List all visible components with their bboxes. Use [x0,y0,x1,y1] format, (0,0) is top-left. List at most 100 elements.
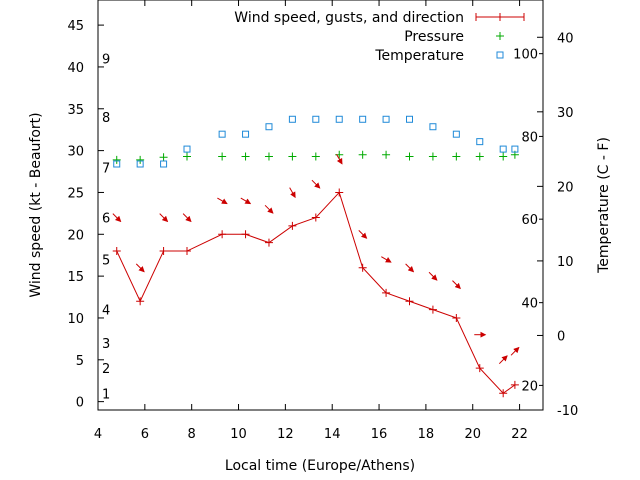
y-left-tick-label: 0 [76,396,84,411]
wind-speed-point [499,389,508,398]
y-left-tick-label: 15 [67,270,84,285]
wind-speed-point [136,297,145,306]
y-left-tick-label: 35 [67,103,84,118]
x-tick-label: 16 [371,427,388,442]
y-right-tick-label: 30 [557,106,574,121]
wind-speed-point [288,221,297,230]
y-right-tick-label: 0 [557,329,565,344]
x-tick-label: 22 [511,427,528,442]
wind-direction-arrow [428,271,438,281]
pressure-point [382,150,391,159]
x-tick-label: 18 [418,427,435,442]
legend-label: Wind speed, gusts, and direction [234,10,464,26]
temperature-point [499,145,507,153]
y-left-ticks: 0 5 10 15 20 25 30 35 40 45 [67,19,104,411]
wind-speed-point [241,230,250,239]
wind-series [112,188,519,398]
wind-speed-point [510,380,519,389]
wind-direction-arrows [112,153,520,365]
y-right-tick-label: 10 [557,255,574,270]
x-tick-label: 12 [277,427,294,442]
wind-speed-point [358,263,367,272]
legend-marker-pressure [496,32,504,40]
legend-marker-temperature [496,51,504,59]
wind-speed-line [116,191,516,394]
wind-direction-arrow [510,346,520,356]
pressure-point [428,152,437,161]
temperature-point [429,123,437,131]
wind-direction-arrow [498,355,508,365]
wind-direction-arrow [264,204,274,214]
temperature-point [335,115,343,123]
temperature-point [359,115,367,123]
wind-speed-point [335,188,344,197]
temperature-point [265,123,273,131]
pressure-point [264,152,273,161]
temperature-series [113,115,519,168]
fahrenheit-label: 60 [521,213,538,228]
fahrenheit-label: 100 [513,48,538,63]
temperature-point [218,130,226,138]
temperature-point [113,160,121,168]
y-right-tick-label: -10 [557,404,578,419]
beaufort-label: 2 [102,362,110,377]
pressure-point [452,152,461,161]
x-tick-label: 8 [188,427,196,442]
x-tick-label: 6 [141,427,149,442]
fahrenheit-label: 40 [521,297,538,312]
pressure-point [159,153,168,162]
temperature-point [382,115,390,123]
beaufort-label: 9 [102,53,110,68]
legend-label: Temperature [374,48,464,64]
fahrenheit-labels: 20 40 60 80 100 [513,48,543,394]
pressure-series [112,150,519,164]
wind-direction-arrow [358,230,368,239]
x-ticks: 4 6 8 10 12 14 16 18 20 22 [94,0,528,442]
wind-direction-arrow [135,263,145,273]
x-tick-label: 10 [230,427,247,442]
wind-speed-point [159,247,168,256]
legend-marker-wind [475,13,525,21]
y-left-tick-label: 5 [76,354,84,369]
wind-direction-arrow [311,179,321,189]
temperature-point [511,145,519,153]
wind-direction-arrow [336,153,343,165]
pressure-point [405,152,414,161]
beaufort-label: 8 [102,111,110,126]
wind-speed-point [452,313,461,322]
wind-direction-arrow [452,280,461,290]
beaufort-label: 4 [102,304,110,319]
wind-speed-point [405,297,414,306]
wind-speed-point [428,305,437,314]
temperature-point [242,130,250,138]
pressure-point [499,152,508,161]
y-right-tick-label: 40 [557,31,574,46]
temperature-point [288,115,296,123]
pressure-point [218,152,227,161]
temperature-point [312,115,320,123]
beaufort-label: 1 [102,387,110,402]
pressure-point [311,152,320,161]
legend: Wind speed, gusts, and direction Pressure… [234,10,525,64]
wind-direction-arrow [217,197,228,205]
wind-speed-point [475,364,484,373]
y-right-ticks: -10 0 10 20 30 40 [537,31,578,419]
temperature-point [476,138,484,146]
pressure-point [183,152,191,161]
beaufort-label: 3 [102,337,110,352]
pressure-point [136,155,145,164]
wind-direction-arrow [289,187,296,199]
beaufort-labels: 1 2 3 4 5 6 7 8 9 [102,53,110,403]
wind-speed-point [218,230,227,239]
beaufort-label: 5 [102,253,110,268]
y-right-axis-label: Temperature (C - F) [596,137,612,274]
pressure-point [475,152,484,161]
beaufort-label: 7 [102,161,110,176]
temperature-point [160,160,168,168]
y-left-tick-label: 20 [67,228,84,243]
pressure-point [112,155,121,164]
fahrenheit-label: 80 [521,130,538,145]
temperature-point [183,145,191,153]
wind-speed-point [183,247,191,256]
